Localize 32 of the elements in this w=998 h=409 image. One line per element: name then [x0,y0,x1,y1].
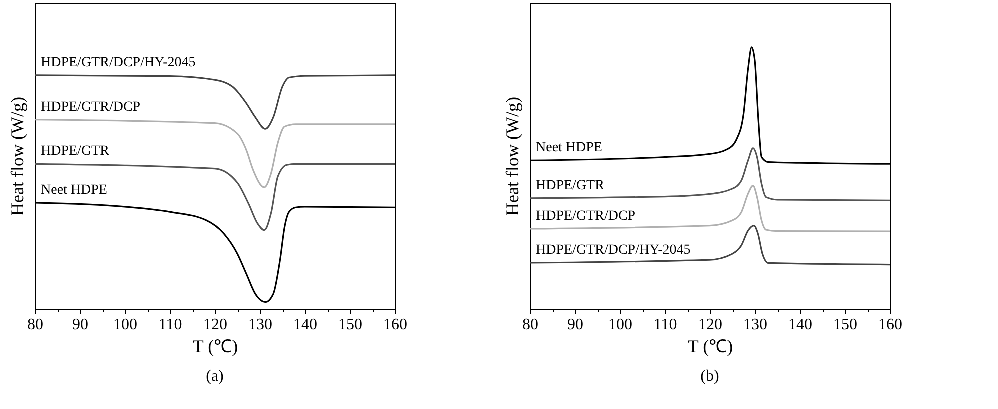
series-label: HDPE/GTR/DCP/HY-2045 [536,242,691,258]
x-tick-label: 130 [744,316,768,334]
x-tick-label: 90 [72,316,88,334]
x-tick-label: 140 [788,316,812,334]
x-tick-label: 80 [28,316,44,334]
series-label: HDPE/GTR/DCP [536,208,636,224]
text: (b) [700,368,720,385]
x-tick-label: 90 [568,316,584,334]
series-label: HDPE/GTR/DCP/HY-2045 [41,55,196,70]
x-tick-label: 110 [654,316,678,334]
series-label: Neet HDPE [41,182,108,198]
series-label: HDPE/GTR [536,178,606,194]
y-axis-title: Heat flow (W/g) [502,97,522,216]
x-tick-label: 150 [834,316,858,334]
x-tick-label: 80 [522,316,538,334]
x-tick-label: 110 [158,316,182,334]
x-tick-label: 160 [384,316,408,334]
series-label: HDPE/GTR/DCP [41,100,141,115]
x-tick-label: 160 [878,316,902,334]
series-label: HDPE/GTR [41,144,110,160]
x-tick-label: 120 [698,316,722,334]
text: (a) [206,368,224,385]
x-axis-title: T (℃) [192,336,238,356]
x-tick-label: 100 [114,316,138,334]
x-tick-label: 120 [204,316,228,334]
x-tick-label: 140 [294,316,318,334]
series-label: Neet HDPE [536,140,602,156]
x-tick-label: 150 [338,316,362,334]
y-axis-title: Heat flow (W/g) [8,97,28,216]
x-axis-title: T (℃) [688,336,734,356]
x-tick-label: 130 [248,316,272,334]
x-tick-label: 100 [608,316,632,334]
